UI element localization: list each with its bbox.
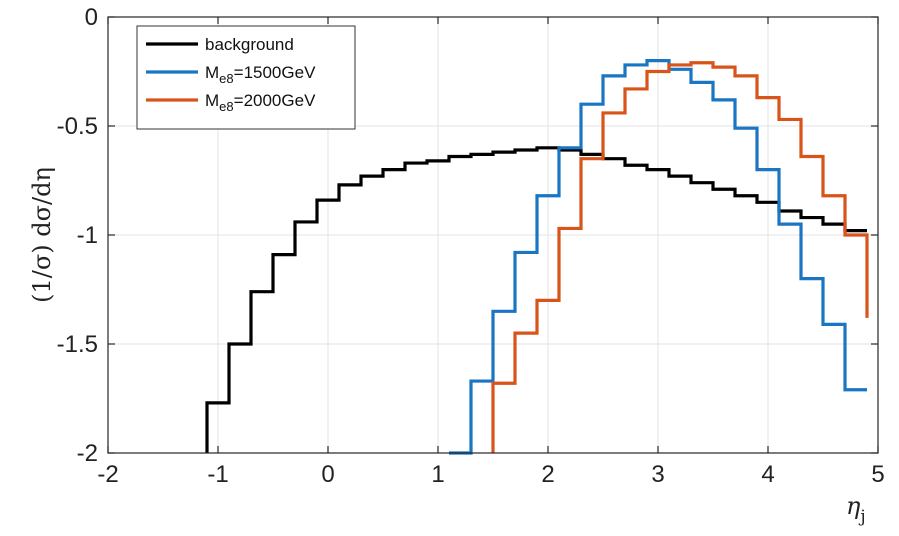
x-axis-title: ηj [846,492,866,527]
series-line-0 [205,146,867,453]
legend-label-main: M [205,91,219,110]
legend-label-tail: =2000GeV [234,91,316,110]
x-axis-title-sub: j [858,507,865,527]
x-axis-title-main: η [846,492,861,520]
series-line-1 [449,59,867,455]
tick-marks [107,16,879,454]
x-tick-label: -1 [207,461,228,488]
x-tick-label: 0 [321,461,334,488]
x-tick-label: -2 [97,461,118,488]
y-tick-label: -0.5 [57,113,98,140]
x-tick-label: 4 [761,461,774,488]
series-layer [205,59,869,455]
series-line-2 [491,61,869,453]
y-tick-label: -1 [77,222,98,249]
y-tick-label: -1.5 [57,331,98,358]
legend-label-1: Me8=1500GeV [205,63,316,86]
x-tick-label: 2 [541,461,554,488]
legend-label-main: background [205,35,294,54]
legend-label-main: M [205,63,219,82]
x-tick-label: 3 [651,461,664,488]
legend-label-tail: =1500GeV [234,63,316,82]
y-axis-title: (1/σ) dσ/dη [28,167,56,303]
legend-label-sub: e8 [219,99,233,114]
tick-labels: -2 -1 0 1 2 3 4 5 0 -0.5 -1 -1.5 -2 [57,4,885,488]
x-tick-label: 5 [871,461,884,488]
x-tick-label: 1 [431,461,444,488]
legend-label-0: background [205,35,294,54]
y-tick-label: 0 [85,4,98,31]
legend-label-2: Me8=2000GeV [205,91,316,114]
y-tick-label: -2 [77,440,98,467]
legend-label-sub: e8 [219,71,233,86]
